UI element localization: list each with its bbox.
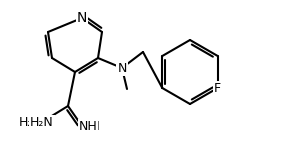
Text: H₂N: H₂N	[30, 116, 54, 128]
Text: H₂N: H₂N	[18, 116, 42, 128]
Text: NH: NH	[79, 120, 97, 132]
Text: N: N	[117, 61, 127, 75]
Text: N: N	[77, 11, 87, 25]
Text: F: F	[214, 81, 221, 95]
Text: NH: NH	[82, 120, 101, 132]
